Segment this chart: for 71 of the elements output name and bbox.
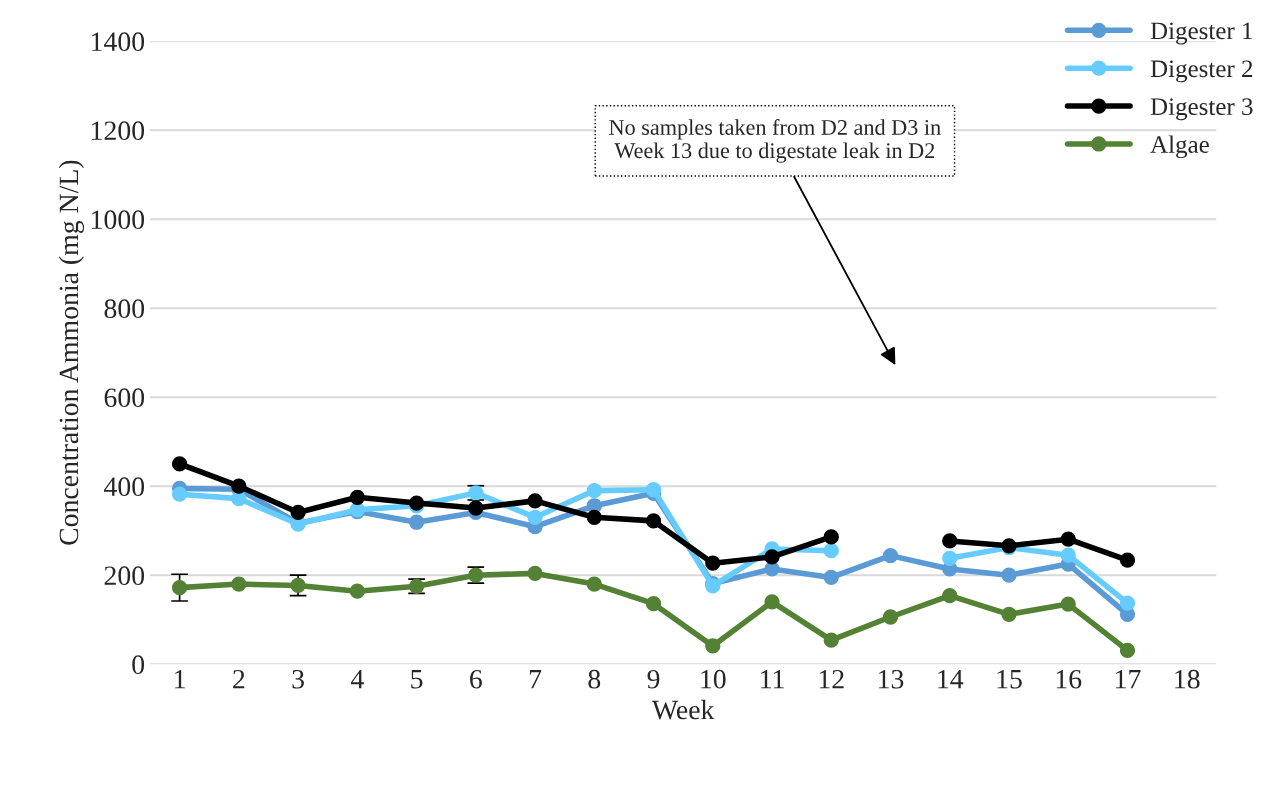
point bbox=[527, 565, 543, 582]
point bbox=[764, 549, 780, 565]
y-tick-label: 1000 bbox=[92, 210, 145, 230]
point bbox=[705, 638, 721, 654]
point bbox=[171, 486, 188, 502]
point bbox=[527, 493, 543, 509]
point bbox=[468, 500, 484, 516]
point bbox=[231, 576, 247, 592]
point bbox=[1060, 596, 1076, 612]
legend-label: Digester 2 bbox=[1150, 60, 1253, 83]
point bbox=[1001, 567, 1017, 583]
point bbox=[823, 632, 839, 648]
point bbox=[1119, 552, 1136, 568]
point bbox=[586, 509, 602, 525]
point bbox=[882, 547, 899, 564]
x-tick-label: 15 bbox=[997, 669, 1022, 689]
point bbox=[705, 555, 721, 571]
x-tick-label: 16 bbox=[1056, 669, 1082, 689]
y-tick-label: 200 bbox=[104, 566, 145, 586]
point bbox=[823, 569, 839, 586]
point bbox=[823, 529, 839, 545]
point bbox=[527, 509, 543, 525]
point bbox=[1119, 595, 1136, 611]
x-tick-label: 2 bbox=[233, 669, 245, 689]
x-tick-label: 12 bbox=[819, 669, 844, 689]
point bbox=[586, 482, 602, 499]
x-tick-label: 11 bbox=[761, 669, 784, 689]
point bbox=[408, 514, 425, 530]
x-axis-title: Week bbox=[651, 699, 715, 720]
x-tick-label: 13 bbox=[879, 669, 904, 689]
x-tick-label: 7 bbox=[529, 670, 542, 689]
point bbox=[290, 504, 306, 521]
point bbox=[1001, 606, 1017, 622]
point bbox=[645, 513, 662, 529]
point bbox=[171, 580, 188, 596]
x-tick-label: 14 bbox=[938, 669, 964, 689]
point bbox=[349, 489, 365, 505]
point bbox=[349, 583, 365, 599]
point bbox=[1060, 531, 1076, 547]
point bbox=[645, 596, 662, 612]
point bbox=[942, 550, 958, 566]
y-tick-label: 800 bbox=[104, 299, 145, 319]
point bbox=[823, 543, 839, 559]
point bbox=[882, 609, 899, 625]
legend-label: Digester 1 bbox=[1150, 22, 1252, 45]
y-axis-title: Concentration Ammonia (mg N/L) bbox=[58, 160, 85, 545]
point bbox=[942, 588, 958, 604]
x-tick-label: 5 bbox=[411, 670, 423, 689]
legend-label: Digester 3 bbox=[1150, 98, 1253, 121]
x-tick-label: 1 bbox=[175, 669, 185, 689]
x-tick-label: 17 bbox=[1116, 669, 1141, 689]
y-tick-label: 600 bbox=[104, 388, 145, 408]
legend-label: Algae bbox=[1150, 135, 1209, 159]
x-tick-label: 6 bbox=[470, 669, 482, 689]
x-tick-label: 18 bbox=[1175, 669, 1200, 689]
y-tick-label: 1400 bbox=[92, 32, 145, 52]
point bbox=[764, 594, 780, 610]
point bbox=[586, 576, 602, 592]
y-tick-label: 1200 bbox=[92, 121, 145, 141]
x-tick-label: 8 bbox=[588, 669, 601, 689]
point bbox=[1119, 642, 1136, 659]
x-tick-label: 4 bbox=[350, 670, 364, 689]
point bbox=[942, 533, 958, 549]
x-tick-label: 9 bbox=[647, 669, 660, 689]
annotation: No samples taken from D2 and D3 in Week 13 due to digestate leak in D2 bbox=[609, 119, 941, 163]
y-tick-label: 400 bbox=[103, 477, 145, 497]
x-tick-label: 3 bbox=[292, 669, 304, 689]
x-tick-label: 10 bbox=[701, 669, 726, 689]
point bbox=[171, 456, 188, 472]
point bbox=[1060, 547, 1076, 563]
y-tick-label: 0 bbox=[132, 655, 145, 675]
